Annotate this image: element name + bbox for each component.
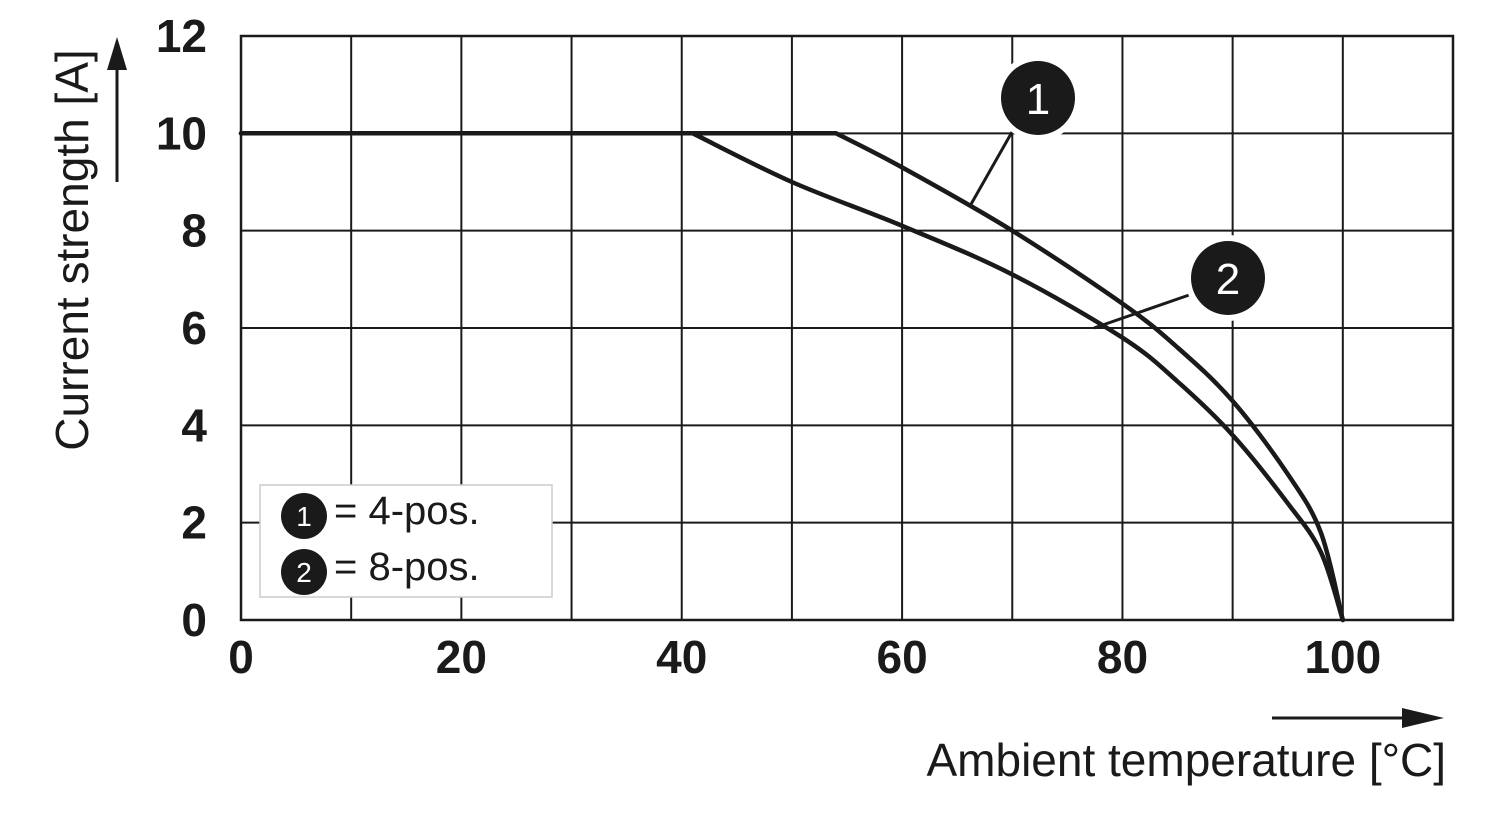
legend: 1 = 4-pos. 2 = 8-pos.: [259, 484, 553, 598]
y-tick-label: 4: [181, 399, 207, 451]
legend-marker-2: [281, 549, 327, 595]
legend-entry-2: 2 = 8-pos.: [281, 545, 480, 595]
y-tick-label: 12: [156, 10, 207, 62]
x-tick-label: 40: [656, 631, 707, 683]
y-tick-label: 8: [181, 205, 207, 257]
callout-2-leader: [1093, 292, 1193, 330]
series-line-2: [238, 131, 1346, 623]
x-tick-label: 60: [877, 631, 928, 683]
callout-2-label: 2: [1216, 255, 1240, 304]
x-axis-arrow-head: [1402, 708, 1444, 728]
callout-2: 2: [1093, 235, 1271, 330]
x-axis-title: Ambient temperature [°C]: [927, 734, 1447, 786]
legend-marker-2-label: 2: [296, 557, 312, 588]
callout-2-marker: [1191, 241, 1265, 315]
x-tick-label: 20: [436, 631, 487, 683]
x-tick-label: 0: [228, 631, 254, 683]
x-axis-title-group: Ambient temperature [°C]: [927, 708, 1447, 786]
y-tick-label: 0: [181, 594, 207, 646]
legend-entry-1: 1 = 4-pos.: [281, 489, 480, 539]
callout-1: 1: [968, 55, 1081, 207]
series-line-1: [238, 131, 1346, 623]
legend-marker-1: [281, 493, 327, 539]
callout-1-leader: [968, 131, 1014, 207]
x-tick-label: 100: [1304, 631, 1381, 683]
y-axis-arrow-head: [107, 37, 127, 70]
x-tick-label: 80: [1097, 631, 1148, 683]
y-axis-title-group: Current strength [A]: [46, 37, 127, 451]
y-tick-label: 2: [181, 497, 207, 549]
callout-1-label: 1: [1026, 75, 1050, 124]
legend-marker-1-label: 1: [296, 501, 312, 532]
y-tick-label: 6: [181, 302, 207, 354]
legend-text-2: = 8-pos.: [334, 545, 480, 589]
legend-text-1: = 4-pos.: [334, 489, 480, 533]
y-tick-label: 10: [156, 107, 207, 159]
y-axis-title: Current strength [A]: [46, 49, 98, 450]
series-group: [238, 131, 1346, 623]
callout-1-marker: [1001, 61, 1075, 135]
plot-frame: [239, 34, 1455, 622]
